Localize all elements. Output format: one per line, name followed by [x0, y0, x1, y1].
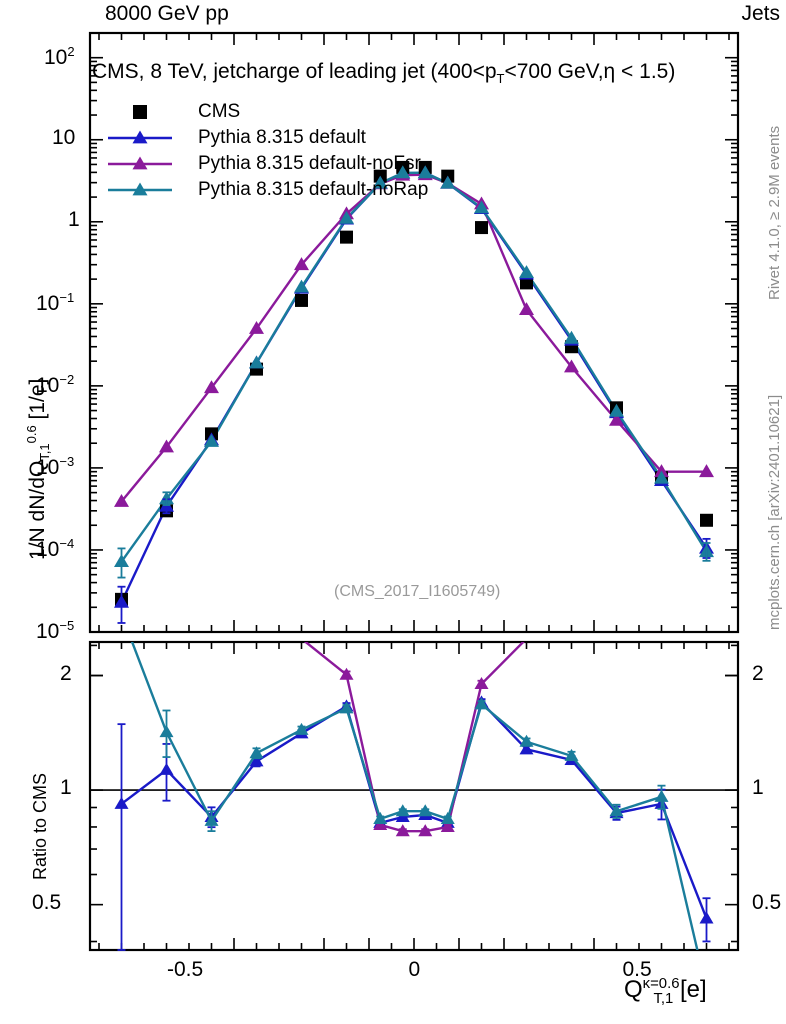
ratio-ytick-label-left-1: 1	[60, 776, 72, 800]
data-marker-square	[295, 293, 308, 307]
data-marker-triangle	[159, 439, 174, 453]
plot-title: CMS, 8 TeV, jetcharge of leading jet (40…	[92, 60, 676, 87]
data-marker-triangle	[519, 302, 534, 316]
legend-label-pythia-8-315-default-nofsr: Pythia 8.315 default-noFsr	[198, 153, 421, 174]
data-marker-triangle	[699, 911, 714, 924]
data-marker-triangle	[294, 722, 309, 735]
data-marker-triangle	[132, 182, 148, 196]
main-panel-frame	[88, 31, 740, 634]
xtick-label-1: 0	[408, 958, 421, 981]
data-marker-triangle	[440, 811, 455, 824]
xtick-label-2: 0.5	[622, 958, 652, 981]
data-marker-triangle	[519, 265, 534, 279]
data-marker-triangle	[294, 257, 309, 271]
main-ytick-label-1: 10	[52, 125, 76, 149]
data-marker-triangle	[395, 824, 410, 837]
ratio-panel-frame	[88, 640, 740, 952]
data-marker-triangle	[159, 725, 174, 738]
data-marker-triangle	[564, 748, 579, 761]
ratio-ytick-label-left-2: 0.5	[32, 890, 62, 914]
data-marker-triangle	[440, 175, 456, 189]
series-line-pythia-8-315-default-nofsr	[120, 173, 707, 503]
data-marker-triangle	[114, 796, 129, 809]
ratio-ytick-label-right-2: 0.5	[752, 890, 782, 914]
data-marker-triangle	[440, 819, 455, 833]
data-marker-triangle	[249, 746, 264, 759]
data-marker-triangle	[474, 200, 489, 214]
data-marker-triangle	[132, 156, 148, 170]
main-ytick-label-3: 10−1	[36, 289, 75, 315]
data-marker-triangle	[339, 667, 354, 680]
data-marker-triangle	[294, 279, 309, 293]
legend-label-cms: CMS	[198, 101, 241, 122]
data-marker-triangle	[339, 210, 354, 224]
main-ytick-label-0: 102	[44, 43, 75, 69]
main-ytick-label-2: 1	[68, 207, 80, 231]
data-marker-triangle	[395, 804, 410, 817]
data-marker-triangle	[249, 754, 264, 767]
header-beam-label: 8000 GeV pp	[105, 2, 229, 25]
data-marker-square	[700, 513, 713, 527]
header-analysis-label: Jets	[741, 2, 780, 25]
ratio-ytick-label-right-1: 1	[752, 776, 764, 800]
ratio-ytick-label-right-0: 2	[752, 661, 764, 685]
data-marker-triangle	[418, 824, 433, 837]
data-marker-triangle	[609, 403, 624, 417]
data-marker-triangle	[654, 464, 669, 478]
data-marker-triangle	[339, 701, 354, 714]
ratio-line	[130, 642, 699, 950]
data-marker-triangle	[373, 811, 388, 824]
xtick-label-0: -0.5	[167, 958, 204, 981]
data-marker-triangle	[204, 813, 219, 826]
data-marker-square	[340, 230, 353, 244]
data-marker-triangle	[609, 412, 624, 426]
data-marker-triangle	[699, 464, 714, 478]
data-marker-triangle	[395, 165, 411, 179]
data-marker-square	[475, 221, 488, 235]
data-marker-triangle	[418, 804, 433, 817]
data-marker-triangle	[654, 789, 669, 802]
data-marker-triangle	[474, 697, 489, 710]
data-marker-triangle	[204, 433, 219, 447]
legend-label-pythia-8-315-default: Pythia 8.315 default	[198, 127, 366, 148]
data-marker-triangle	[519, 734, 534, 747]
data-marker-square	[520, 276, 533, 290]
main-ytick-label-6: 10−4	[36, 535, 75, 561]
data-marker-triangle	[474, 677, 489, 690]
data-marker-triangle	[132, 130, 148, 144]
data-marker-triangle	[564, 330, 579, 344]
data-marker-triangle	[204, 380, 219, 394]
series-line-pythia-8-315-default-norap	[120, 171, 708, 563]
ratio-ytick-label-left-0: 2	[60, 661, 72, 685]
main-ytick-label-4: 10−2	[36, 371, 75, 397]
data-marker-triangle	[609, 804, 624, 817]
ratio-line	[303, 642, 525, 833]
data-marker-triangle	[564, 359, 579, 373]
xaxis-label: Qκ=0.6T,1 [e]	[624, 976, 707, 1007]
data-marker-triangle	[519, 742, 534, 755]
data-marker-triangle	[159, 762, 174, 775]
data-marker-triangle	[114, 493, 129, 507]
legend-label-pythia-8-315-default-norap: Pythia 8.315 default-noRap	[198, 179, 429, 200]
data-marker-triangle	[417, 165, 433, 179]
data-marker-triangle	[249, 321, 264, 334]
main-ytick-label-5: 10−3	[36, 453, 75, 479]
data-marker-triangle	[372, 175, 388, 189]
data-marker-triangle	[654, 470, 669, 484]
analysis-watermark: (CMS_2017_I1605749)	[334, 583, 501, 600]
data-marker-triangle	[249, 355, 264, 369]
main-ytick-label-7: 10−5	[36, 618, 75, 643]
data-marker-square	[133, 105, 147, 119]
